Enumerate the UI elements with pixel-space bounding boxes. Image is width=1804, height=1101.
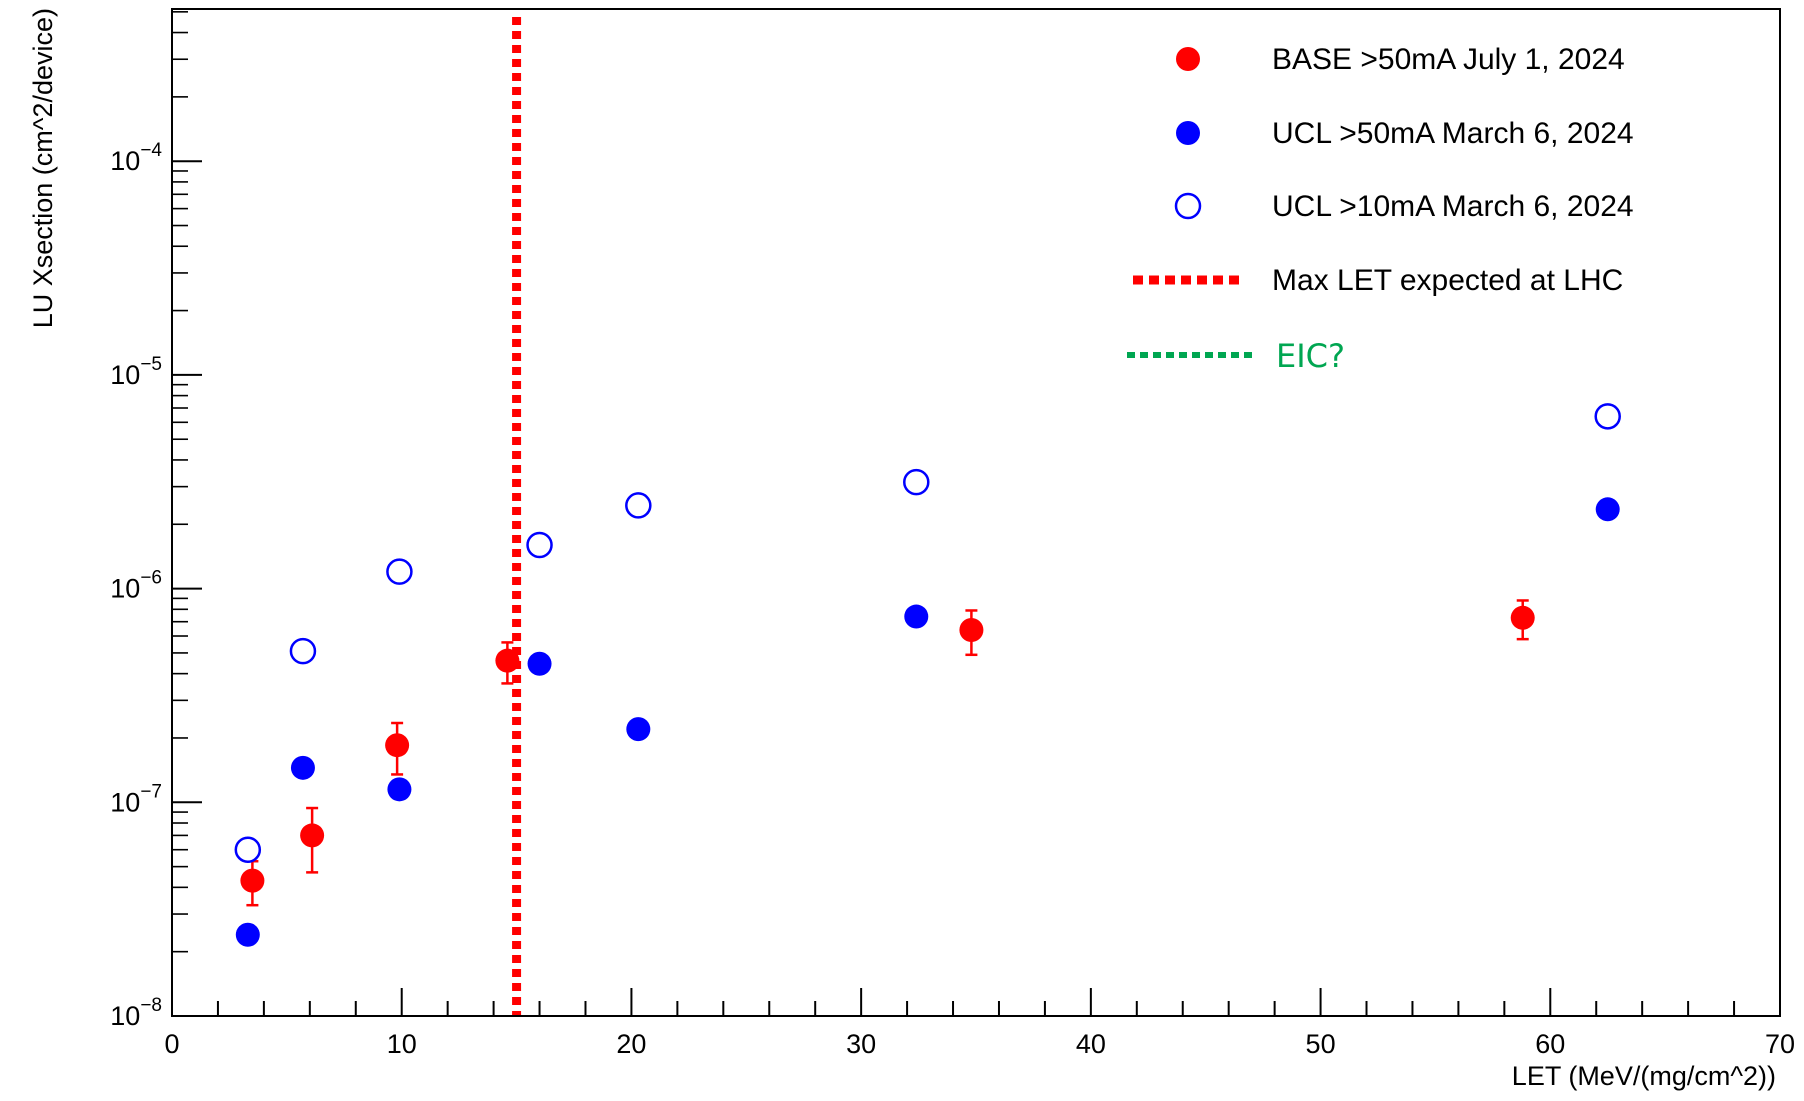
legend: BASE >50mA July 1, 2024 UCL >50mA March 6…	[1127, 43, 1634, 375]
legend-label: Max LET expected at LHC	[1272, 264, 1623, 297]
data-point	[290, 755, 315, 780]
data-point	[495, 648, 520, 673]
data-point	[1595, 497, 1620, 522]
x-tick-label: 40	[1076, 1029, 1106, 1059]
y-tick-label: 10−5	[110, 354, 162, 390]
legend-marker	[1174, 192, 1202, 220]
data-point	[387, 777, 412, 802]
data-point	[300, 823, 325, 848]
data-point	[626, 717, 651, 742]
data-point-open	[526, 531, 553, 559]
data-point-open	[625, 492, 652, 519]
legend-label-eic: EIC?	[1276, 337, 1345, 375]
legend-label: BASE >50mA July 1, 2024	[1272, 43, 1625, 76]
data-point-open	[234, 836, 262, 863]
legend-marker	[1176, 121, 1200, 145]
data-point	[959, 618, 984, 643]
x-tick-label: 60	[1535, 1029, 1565, 1059]
data-point	[235, 922, 260, 947]
plot-frame	[171, 8, 1781, 1017]
x-axis-title: LET (MeV/(mg/cm^2))	[1512, 1061, 1776, 1091]
x-tick-label: 0	[164, 1029, 179, 1059]
legend-label: UCL >10mA March 6, 2024	[1272, 190, 1634, 223]
data-point-open	[386, 558, 413, 585]
data-point	[1510, 605, 1535, 630]
data-point	[527, 651, 552, 676]
data-point-open	[1594, 403, 1621, 430]
data-points	[234, 403, 1621, 947]
x-tick-label: 50	[1306, 1029, 1336, 1059]
y-tick-label: 10−8	[110, 995, 162, 1031]
axes: 0 10 20 30 40 50 60 70 10−8 10−7 10−6 10−5 10−4	[110, 11, 1795, 1059]
x-tick-label: 10	[387, 1029, 417, 1059]
data-point	[904, 604, 929, 629]
data-point-open	[903, 468, 930, 496]
data-point	[385, 733, 410, 758]
legend-label: UCL >50mA March 6, 2024	[1272, 117, 1634, 150]
y-axis-title: LU Xsection (cm^2/device)	[28, 8, 58, 328]
y-tick-label: 10−7	[110, 781, 162, 817]
x-tick-label: 20	[616, 1029, 646, 1059]
x-tick-label: 70	[1765, 1029, 1795, 1059]
y-tick-label: 10−6	[110, 568, 162, 604]
y-tick-label: 10−4	[110, 140, 162, 176]
x-tick-label: 30	[846, 1029, 876, 1059]
legend-marker	[1176, 47, 1200, 71]
data-point-open	[289, 637, 317, 665]
data-point	[240, 868, 265, 893]
